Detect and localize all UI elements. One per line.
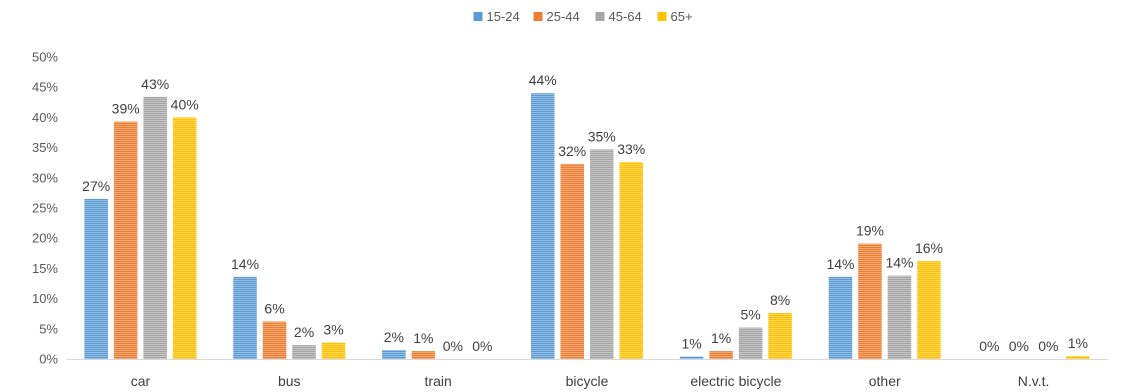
y-tick-label: 10% bbox=[32, 291, 58, 306]
bar-texture bbox=[531, 93, 555, 360]
data-label: 43% bbox=[141, 76, 169, 92]
y-tick-label: 45% bbox=[32, 80, 58, 95]
data-label: 27% bbox=[82, 178, 110, 194]
bar-texture bbox=[321, 342, 346, 359]
data-label: 2% bbox=[294, 324, 314, 340]
legend-label: 25-44 bbox=[547, 9, 580, 24]
data-label: 33% bbox=[617, 141, 645, 157]
y-axis: 0% 5% 10% 15% 20% 25% 30% 35% 40% 45% 50% bbox=[32, 50, 1108, 367]
data-label: 6% bbox=[264, 301, 284, 317]
data-label: 39% bbox=[112, 101, 140, 117]
y-tick-label: 35% bbox=[32, 140, 58, 155]
x-tick-label: train bbox=[425, 373, 452, 389]
x-tick-label: other bbox=[869, 373, 901, 389]
bar-texture bbox=[262, 321, 287, 359]
data-label: 44% bbox=[529, 72, 557, 88]
data-label: 19% bbox=[856, 223, 884, 239]
bar-texture bbox=[113, 121, 138, 360]
bar-texture bbox=[858, 243, 882, 359]
x-tick-label: bicycle bbox=[566, 373, 609, 389]
data-label: 0% bbox=[1009, 338, 1029, 354]
legend-swatch bbox=[657, 12, 667, 21]
data-label: 0% bbox=[443, 338, 463, 354]
x-tick-label: electric bicycle bbox=[690, 373, 781, 389]
bar-texture bbox=[590, 149, 614, 359]
y-tick-label: 20% bbox=[32, 231, 58, 246]
data-label: 16% bbox=[915, 240, 943, 256]
bar-texture bbox=[679, 356, 704, 359]
data-label: 0% bbox=[1038, 338, 1058, 354]
legend: 15-24 25-44 45-64 65+ bbox=[473, 9, 693, 24]
data-label: 0% bbox=[472, 338, 492, 354]
legend-label: 15-24 bbox=[487, 9, 520, 24]
data-label: 14% bbox=[885, 255, 913, 271]
y-tick-label: 40% bbox=[32, 110, 58, 125]
data-label: 8% bbox=[770, 292, 790, 308]
y-tick-label: 25% bbox=[32, 201, 58, 216]
legend-swatch bbox=[473, 12, 483, 21]
bar-texture bbox=[292, 345, 316, 359]
y-tick-label: 0% bbox=[39, 352, 58, 367]
bar-texture bbox=[84, 198, 108, 359]
legend-label: 65+ bbox=[671, 9, 693, 24]
y-tick-label: 30% bbox=[32, 170, 58, 185]
data-label: 2% bbox=[384, 329, 404, 345]
bar-texture bbox=[172, 117, 197, 360]
x-tick-label: bus bbox=[278, 373, 301, 389]
bar-texture bbox=[768, 313, 792, 359]
bar-texture bbox=[738, 327, 763, 359]
bar-texture bbox=[1066, 355, 1090, 359]
bar-texture bbox=[143, 96, 167, 359]
data-label: 1% bbox=[1068, 335, 1088, 351]
x-tick-label: car bbox=[131, 373, 151, 389]
data-label: 5% bbox=[740, 307, 760, 323]
plot-area: 27% 39%43%40% 14% 6% 2% 3% 2% 1% 0% 0% 44% 32%35%33… bbox=[82, 72, 1090, 360]
data-label: 40% bbox=[171, 96, 199, 112]
x-axis: car bus train bicycle electric bicycle other N… bbox=[131, 373, 1050, 389]
bar-texture bbox=[917, 261, 941, 359]
bar-texture bbox=[233, 276, 257, 359]
data-label: 1% bbox=[711, 330, 731, 346]
data-label: 32% bbox=[558, 143, 586, 159]
data-label: 14% bbox=[826, 256, 854, 272]
data-label: 3% bbox=[323, 322, 343, 338]
data-label: 14% bbox=[231, 256, 259, 272]
bar-texture bbox=[560, 163, 584, 359]
bar-texture bbox=[382, 349, 406, 359]
legend-swatch bbox=[595, 12, 605, 21]
y-tick-label: 15% bbox=[32, 261, 58, 276]
bar-texture bbox=[709, 351, 733, 359]
x-tick-label: N.v.t. bbox=[1018, 373, 1050, 389]
bar-texture bbox=[411, 351, 436, 359]
data-label: 1% bbox=[413, 330, 433, 346]
bar-texture bbox=[887, 275, 912, 359]
y-tick-label: 50% bbox=[32, 50, 58, 65]
legend-swatch bbox=[533, 12, 543, 21]
bar-texture bbox=[828, 276, 853, 359]
y-tick-label: 5% bbox=[39, 321, 58, 336]
data-label: 1% bbox=[681, 336, 701, 352]
data-label: 35% bbox=[588, 128, 616, 144]
data-label: 0% bbox=[979, 338, 999, 354]
bar-texture bbox=[619, 162, 643, 359]
legend-label: 45-64 bbox=[609, 9, 642, 24]
